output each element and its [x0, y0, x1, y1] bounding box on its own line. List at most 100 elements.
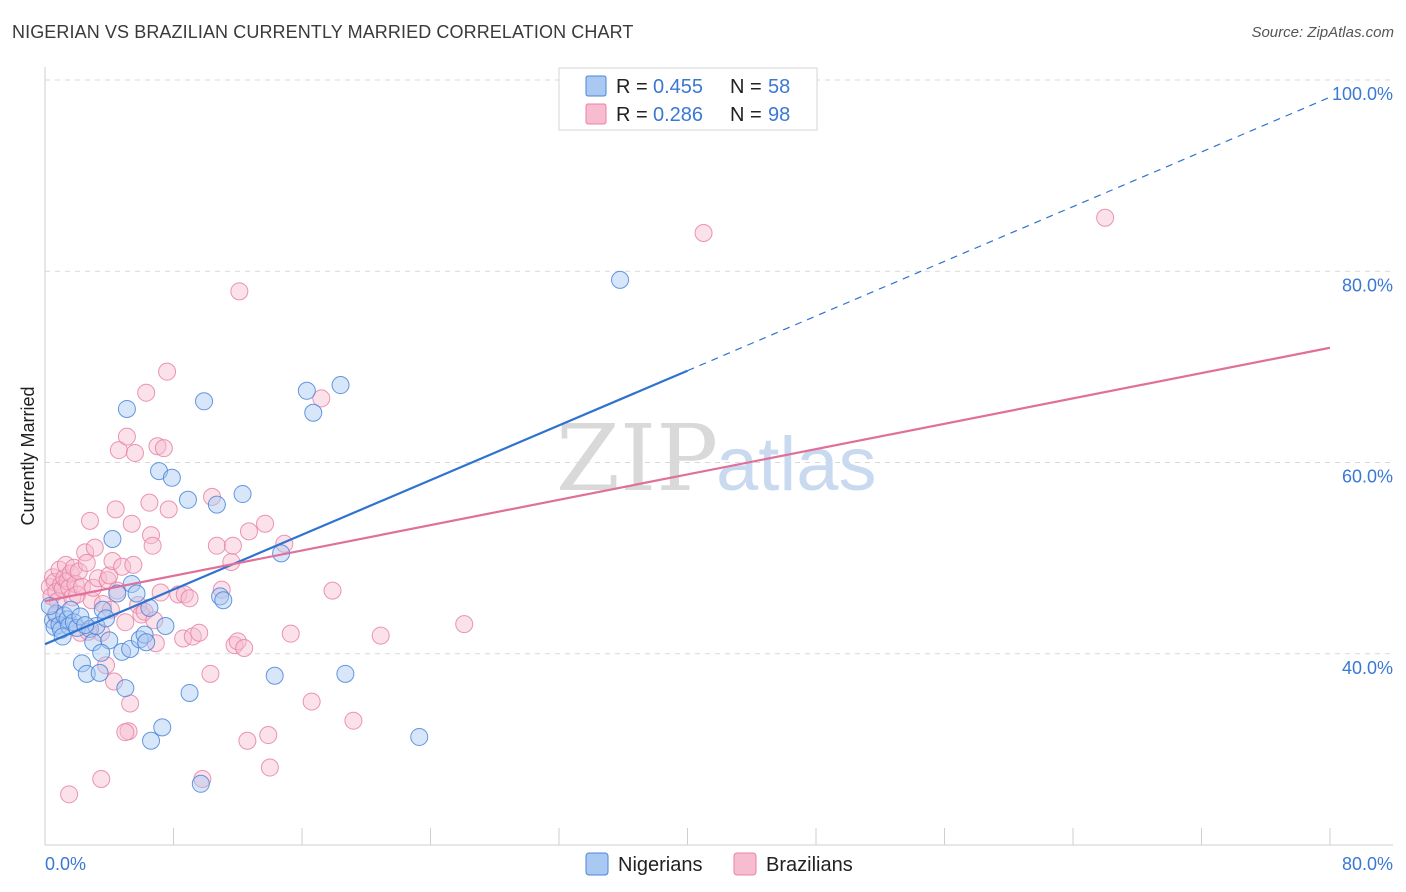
point-nigerian — [142, 731, 161, 750]
point-brazilian — [235, 639, 254, 658]
point-nigerian — [71, 607, 90, 626]
point-nigerian — [195, 392, 214, 411]
point-brazilian — [207, 536, 226, 555]
point-brazilian — [455, 615, 474, 634]
point-nigerian — [72, 654, 91, 673]
x-tick-label-0: 0.0% — [45, 854, 86, 874]
point-brazilian — [256, 514, 275, 533]
y-tick-label-60: 60.0% — [1342, 467, 1393, 487]
point-nigerian — [336, 664, 355, 683]
point-nigerian — [153, 718, 172, 737]
point-brazilian — [312, 389, 331, 408]
point-brazilian — [80, 511, 99, 530]
series-legend: Nigerians Brazilians — [585, 852, 853, 876]
point-nigerian — [233, 485, 252, 504]
bottom-legend-swatch-brazilians — [733, 852, 757, 876]
source-label: Source: ZipAtlas.com — [1251, 24, 1394, 41]
legend-swatch-nigerian — [585, 75, 607, 97]
point-brazilian — [116, 613, 135, 632]
point-brazilian — [117, 427, 136, 446]
point-nigerian — [180, 683, 199, 702]
y-axis-label: Currently Married — [18, 386, 38, 525]
y-tick-label-80: 80.0% — [1342, 275, 1393, 295]
legend-swatch-brazilian — [585, 103, 607, 125]
point-nigerian — [214, 591, 233, 610]
point-nigerian — [410, 727, 429, 746]
chart-title: NIGERIAN VS BRAZILIAN CURRENTLY MARRIED … — [12, 22, 634, 42]
point-brazilian — [125, 443, 144, 462]
point-brazilian — [1096, 208, 1115, 227]
point-nigerian — [297, 381, 316, 400]
point-brazilian — [302, 692, 321, 711]
point-nigerian — [92, 643, 111, 662]
trendline-nigerian-extension — [687, 96, 1331, 372]
point-brazilian — [223, 536, 242, 555]
point-nigerian — [304, 403, 323, 422]
y-tick-label-100: 100.0% — [1332, 84, 1393, 104]
point-brazilian — [239, 522, 258, 541]
point-brazilian — [60, 785, 79, 804]
point-brazilian — [116, 723, 135, 742]
point-brazilian — [121, 694, 140, 713]
point-brazilian — [228, 632, 247, 651]
trendline-nigerian — [44, 369, 688, 646]
point-brazilian — [230, 282, 249, 301]
x-tick-label-80: 80.0% — [1342, 854, 1393, 874]
y-tick-label-40: 40.0% — [1342, 658, 1393, 678]
point-nigerian — [121, 639, 140, 658]
point-nigerian — [265, 666, 284, 685]
point-nigerian — [135, 625, 154, 644]
point-nigerian — [116, 679, 135, 698]
point-nigerian — [191, 774, 210, 793]
point-brazilian — [122, 514, 141, 533]
legend-n-label-nigerian: N = — [730, 76, 762, 98]
grid-layer — [45, 79, 1393, 655]
point-brazilian — [201, 664, 220, 683]
point-nigerian — [108, 584, 127, 603]
point-nigerian — [331, 376, 350, 395]
point-brazilian — [159, 500, 178, 519]
point-brazilian — [238, 731, 257, 750]
point-brazilian — [103, 551, 122, 570]
point-brazilian — [259, 726, 278, 745]
point-brazilian — [85, 538, 104, 557]
point-brazilian — [260, 758, 279, 777]
point-nigerian — [156, 617, 175, 636]
legend-r-label-brazilian: R = — [616, 104, 648, 126]
bottom-legend-label-nigerians: Nigerians — [618, 854, 702, 876]
point-nigerian — [117, 399, 136, 418]
point-brazilian — [124, 555, 143, 574]
point-brazilian — [100, 566, 119, 585]
trendline-brazilian — [44, 346, 1331, 603]
legend-r-value-nigerian: 0.455 — [653, 76, 703, 98]
point-brazilian — [158, 362, 177, 381]
point-brazilian — [92, 770, 111, 789]
point-brazilian — [190, 623, 209, 642]
bottom-legend-swatch-nigerians — [585, 852, 609, 876]
point-nigerian — [611, 270, 630, 289]
point-nigerian — [90, 663, 109, 682]
point-brazilian — [140, 493, 159, 512]
point-brazilian — [77, 553, 96, 572]
point-nigerian — [127, 584, 146, 603]
point-brazilian — [371, 626, 390, 645]
point-brazilian — [148, 437, 167, 456]
point-nigerian — [103, 530, 122, 548]
point-brazilian — [113, 557, 132, 576]
point-brazilian — [281, 624, 300, 643]
legend-r-value-brazilian: 0.286 — [653, 104, 703, 126]
watermark: ZIP atlas — [556, 405, 877, 512]
point-brazilian — [694, 224, 713, 242]
point-brazilian — [143, 536, 162, 555]
trend-layer — [44, 96, 1331, 646]
point-brazilian — [344, 711, 363, 730]
axes-layer — [44, 67, 1393, 846]
point-nigerian — [162, 468, 181, 487]
point-brazilian — [154, 439, 173, 458]
point-brazilian — [106, 500, 125, 519]
point-brazilian — [137, 383, 156, 402]
legend-n-value-nigerian: 58 — [768, 76, 790, 98]
bottom-legend-label-brazilians: Brazilians — [766, 854, 853, 876]
legend-n-label-brazilian: N = — [730, 104, 762, 126]
